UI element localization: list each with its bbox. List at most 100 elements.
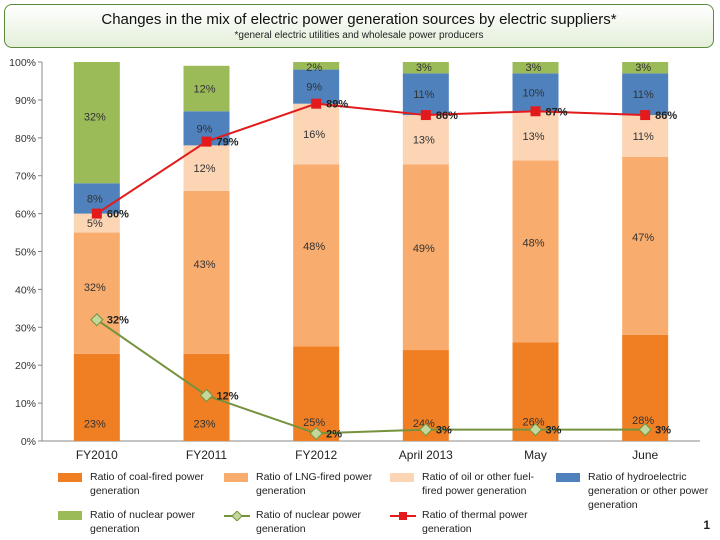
legend-label: Ratio of oil or other fuel-fired power g… [422,471,535,497]
bar-value-label: 13% [413,135,435,147]
bar-value-label: 12% [193,163,215,175]
legend-swatch [58,511,82,520]
bar-value-label: 23% [84,419,106,431]
line-value-label: 3% [546,425,562,437]
y-tick-label: 60% [15,209,36,221]
point-marker-square [420,110,431,121]
x-tick-label: May [524,448,547,462]
line-value-label: 87% [546,106,568,118]
point-marker-diamond [638,422,652,437]
bar-value-label: 32% [84,112,106,124]
bar-value-label: 49% [413,243,435,255]
legend-label: Ratio of thermal power generation [422,509,528,535]
line-series-thermal_line [96,102,646,215]
bar-value-label: 48% [303,241,325,253]
chart-legend: Ratio of coal-fired power generation Rati… [58,470,708,540]
legend-label: Ratio of hydroelectric generation or oth… [588,471,709,511]
bar-value-label: 28% [632,415,654,427]
legend-label: Ratio of coal-fired power generation [90,471,204,497]
bar-segment-nuclear [622,62,669,74]
bar-segment-lng [293,164,340,347]
bar-segment-lng [402,164,449,351]
bar-segment-nuclear [402,62,449,74]
point-marker-diamond [90,313,104,327]
legend-label: Ratio of nuclear power generation [256,509,362,535]
bar-value-label: 3% [526,62,542,74]
bar-value-label: 47% [632,232,654,244]
line-value-label: 89% [326,99,348,111]
bar-value-label: 26% [522,416,544,428]
bar-segment-oil [73,213,120,233]
legend-swatch [390,473,414,482]
point-marker-square [640,110,651,121]
point-marker-diamond [199,388,214,403]
line-value-label: 3% [655,425,671,437]
y-tick-label: 40% [15,284,36,296]
point-marker-square [530,106,541,117]
legend-swatch [58,473,82,482]
bar-value-label: 11% [633,89,654,101]
bar-segment-nuclear [512,62,559,74]
bar-value-label: 10% [522,87,544,99]
legend-swatch [224,473,248,482]
bar-value-label: 11% [633,131,654,143]
bar-segment-hydro [402,73,449,116]
bar-segment-hydro [293,69,340,104]
bar-value-label: 9% [306,82,322,94]
y-tick-label: 30% [15,322,36,334]
bar-value-label: 43% [193,259,215,271]
stacked-bar-chart: 0% 10% 20% 30% 40% 50% 60% 70% 80% 90% 100% 23% 32% 5… [9,57,700,462]
legend-label: Ratio of nuclear power generation [90,509,196,535]
bar-segment-hydro [622,73,669,116]
line-value-label: 32% [107,315,129,327]
point-marker-diamond [309,426,323,441]
bar-segment-nuclear [293,62,340,70]
y-tick-label: 80% [15,133,36,145]
bar-value-label: 3% [416,62,432,74]
legend-swatch [390,512,416,520]
bar-value-label: 23% [193,419,215,431]
bar-segment-oil [293,103,340,165]
line-value-label: 3% [436,425,452,437]
bar-value-label: 5% [87,218,103,230]
bar-segment-nuclear [73,62,120,184]
point-marker-square [91,208,102,219]
x-tick-label: FY2012 [295,448,337,462]
bar-value-label: 9% [197,123,213,135]
bar-value-label: 2% [306,62,322,74]
y-tick-label: 90% [15,95,36,107]
bar-segment-oil [512,111,559,161]
point-marker-diamond [419,422,433,437]
x-tick-label: FY2010 [76,448,118,462]
bar-value-label: 32% [84,282,106,294]
bar-value-label: 8% [87,193,103,205]
bar-segment-hydro [512,73,559,112]
bar-value-label: 11% [413,89,434,101]
legend-label: Ratio of LNG-fired power generation [256,471,373,497]
bar-segment-hydro [73,183,120,214]
chart-title-box: Changes in the mix of electric power gen… [4,4,714,48]
legend-swatch [224,511,250,521]
y-tick-label: 100% [9,57,36,69]
bar-segment-coal [293,346,340,441]
bar-value-label: 16% [303,129,325,141]
chart-title: Changes in the mix of electric power gen… [101,11,617,28]
line-value-label: 12% [217,391,239,403]
y-tick-label: 20% [15,360,36,372]
bar-segment-lng [183,190,230,354]
point-marker-square [311,98,322,109]
x-tick-label: April 2013 [399,448,453,462]
line-value-label: 60% [107,209,129,221]
line-value-label: 79% [217,137,239,149]
chart-subtitle: *general electric utilities and wholesal… [234,30,484,41]
page-number: 1 [703,518,710,532]
bar-value-label: 3% [635,62,651,74]
bar-value-label: 48% [522,237,544,249]
x-tick-label: FY2011 [186,448,227,462]
bar-segment-oil [183,145,230,191]
x-tick-label: June [632,448,658,462]
bar-segment-coal [73,353,120,441]
bar-segment-lng [512,160,559,343]
line-value-label: 2% [326,428,342,440]
bar-segment-lng [622,156,669,335]
